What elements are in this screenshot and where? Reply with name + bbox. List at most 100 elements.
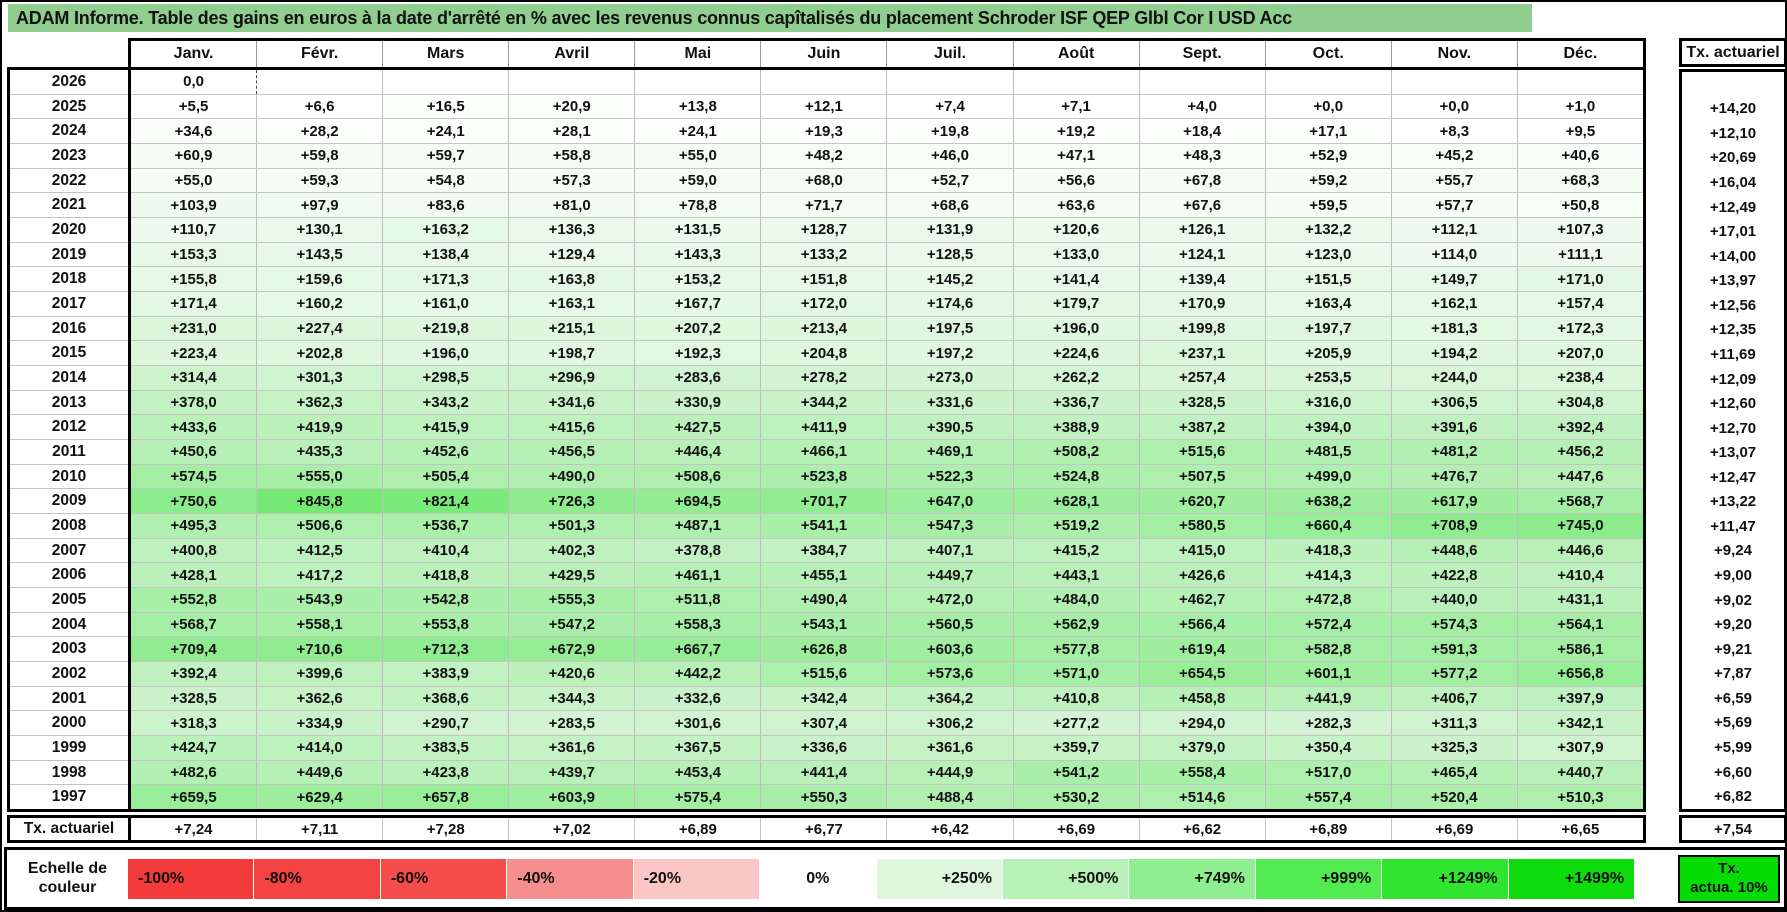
data-cell[interactable]: +197,5 <box>887 316 1014 341</box>
actuarial-value-cell[interactable]: +9,24 <box>1714 542 1752 560</box>
data-cell[interactable]: +392,4 <box>131 662 258 686</box>
data-cell[interactable]: +344,3 <box>509 686 636 711</box>
legend-swatch[interactable]: +999% <box>1255 858 1383 899</box>
data-cell[interactable] <box>761 70 888 94</box>
data-cell[interactable]: +294,0 <box>1139 711 1266 736</box>
data-cell[interactable] <box>887 70 1014 94</box>
data-cell[interactable]: +522,3 <box>887 464 1014 489</box>
data-cell[interactable]: +19,3 <box>761 119 888 144</box>
data-cell[interactable]: +431,1 <box>1517 588 1643 612</box>
data-cell[interactable]: +120,6 <box>1013 218 1140 242</box>
data-cell[interactable]: +487,1 <box>635 514 762 538</box>
data-cell[interactable]: +110,7 <box>131 218 258 242</box>
data-cell[interactable]: +603,9 <box>509 785 636 810</box>
data-cell[interactable]: +510,3 <box>1517 785 1643 810</box>
actuarial-value-cell[interactable]: +13,07 <box>1709 444 1757 462</box>
data-cell[interactable]: +244,0 <box>1391 366 1518 390</box>
data-cell[interactable]: +573,6 <box>887 662 1014 686</box>
data-cell[interactable]: +412,5 <box>257 538 384 563</box>
actuarial-value-cell[interactable]: +9,20 <box>1714 616 1752 634</box>
data-cell[interactable]: +441,4 <box>761 760 888 785</box>
data-cell[interactable]: +628,1 <box>1013 489 1140 514</box>
data-cell[interactable]: +223,4 <box>131 341 258 366</box>
year-cell[interactable]: 2008 <box>10 514 128 539</box>
data-cell[interactable]: +359,7 <box>1013 736 1140 760</box>
data-cell[interactable]: +495,3 <box>131 514 258 538</box>
data-cell[interactable]: +490,4 <box>761 588 888 612</box>
legend-swatch[interactable]: -20% <box>633 858 761 899</box>
data-cell[interactable]: +13,8 <box>635 94 762 119</box>
actuarial-row-cell[interactable]: +7,02 <box>509 818 636 840</box>
data-cell[interactable]: +163,1 <box>509 292 636 316</box>
actuarial-value-cell[interactable]: +12,60 <box>1709 395 1757 413</box>
data-cell[interactable]: +52,7 <box>887 168 1014 193</box>
data-cell[interactable]: +334,9 <box>257 711 384 736</box>
data-cell[interactable]: +336,7 <box>1013 390 1140 415</box>
data-cell[interactable]: +341,6 <box>509 390 636 415</box>
data-cell[interactable]: +523,8 <box>761 464 888 489</box>
data-cell[interactable]: +155,8 <box>131 267 258 292</box>
data-cell[interactable]: +400,8 <box>131 538 258 563</box>
data-cell[interactable]: +257,4 <box>1139 366 1266 390</box>
data-cell[interactable]: +307,9 <box>1517 736 1643 760</box>
actuarial-value-cell[interactable]: +12,49 <box>1709 198 1757 216</box>
month-header-cell[interactable]: Mars <box>383 41 510 67</box>
data-cell[interactable]: +6,6 <box>257 94 384 119</box>
data-cell[interactable]: +336,6 <box>761 736 888 760</box>
data-cell[interactable]: +318,3 <box>131 711 258 736</box>
year-cell[interactable]: 1997 <box>51 788 87 806</box>
data-cell[interactable]: +138,4 <box>383 242 510 267</box>
data-cell[interactable]: +383,5 <box>383 736 510 760</box>
data-cell[interactable]: +50,8 <box>1517 193 1643 218</box>
month-header-cell[interactable]: Nov. <box>1392 41 1518 67</box>
data-cell[interactable]: +568,7 <box>1517 489 1643 514</box>
data-cell[interactable]: +128,5 <box>887 242 1014 267</box>
year-cell[interactable]: 2026 <box>10 70 128 95</box>
data-cell[interactable]: +456,5 <box>509 440 636 464</box>
data-cell[interactable]: +572,4 <box>1265 612 1392 637</box>
data-cell[interactable]: +213,4 <box>761 316 888 341</box>
data-cell[interactable]: +328,5 <box>131 686 258 711</box>
data-cell[interactable]: +586,1 <box>1517 637 1643 662</box>
data-cell[interactable]: +172,0 <box>761 292 888 316</box>
data-cell[interactable]: +466,1 <box>761 440 888 464</box>
data-cell[interactable]: +48,2 <box>761 144 888 168</box>
legend-swatch[interactable]: +500% <box>1002 858 1130 899</box>
year-cell[interactable]: 2001 <box>10 687 128 712</box>
legend-swatch[interactable]: +749% <box>1129 858 1256 899</box>
data-cell[interactable]: +40,6 <box>1517 144 1643 168</box>
data-cell[interactable]: +657,8 <box>383 785 510 810</box>
legend-swatch[interactable]: +250% <box>876 858 1003 899</box>
data-cell[interactable]: +659,5 <box>131 785 258 810</box>
year-cell[interactable]: 2020 <box>10 218 128 243</box>
actuarial-value-cell[interactable]: +14,20 <box>1709 100 1757 118</box>
actuarial-value-cell[interactable]: +17,01 <box>1709 223 1757 241</box>
data-cell[interactable]: +562,9 <box>1013 612 1140 637</box>
actuarial-value-cell[interactable]: +12,10 <box>1709 124 1757 142</box>
data-cell[interactable]: +174,6 <box>887 292 1014 316</box>
actuarial-value-cell[interactable]: +11,47 <box>1710 517 1756 535</box>
actuarial-value-cell[interactable]: +13,97 <box>1709 272 1757 290</box>
data-cell[interactable]: +227,4 <box>257 316 384 341</box>
data-cell[interactable]: +364,2 <box>887 686 1014 711</box>
year-cell[interactable]: 2016 <box>10 317 128 342</box>
data-cell[interactable]: +524,8 <box>1013 464 1140 489</box>
actuarial-value-cell[interactable]: +6,60 <box>1714 763 1752 781</box>
data-cell[interactable]: +0,0 <box>1265 94 1392 119</box>
data-cell[interactable]: +167,7 <box>635 292 762 316</box>
data-cell[interactable]: +441,9 <box>1265 686 1392 711</box>
data-cell[interactable]: +390,5 <box>887 415 1014 440</box>
data-cell[interactable]: +67,6 <box>1139 193 1266 218</box>
data-cell[interactable]: +519,2 <box>1013 514 1140 538</box>
data-cell[interactable]: +63,6 <box>1013 193 1140 218</box>
legend-swatch[interactable]: -100% <box>128 858 255 899</box>
year-cell[interactable]: 2007 <box>10 539 128 564</box>
year-cell[interactable]: 2015 <box>10 341 128 367</box>
data-cell[interactable]: +17,1 <box>1265 119 1392 144</box>
data-cell[interactable]: +582,8 <box>1265 637 1392 662</box>
data-cell[interactable]: +439,7 <box>509 760 636 785</box>
legend-swatch[interactable]: -60% <box>380 858 508 899</box>
data-cell[interactable]: +306,5 <box>1391 390 1518 415</box>
data-cell[interactable]: +283,5 <box>509 711 636 736</box>
data-cell[interactable]: +726,3 <box>509 489 636 514</box>
